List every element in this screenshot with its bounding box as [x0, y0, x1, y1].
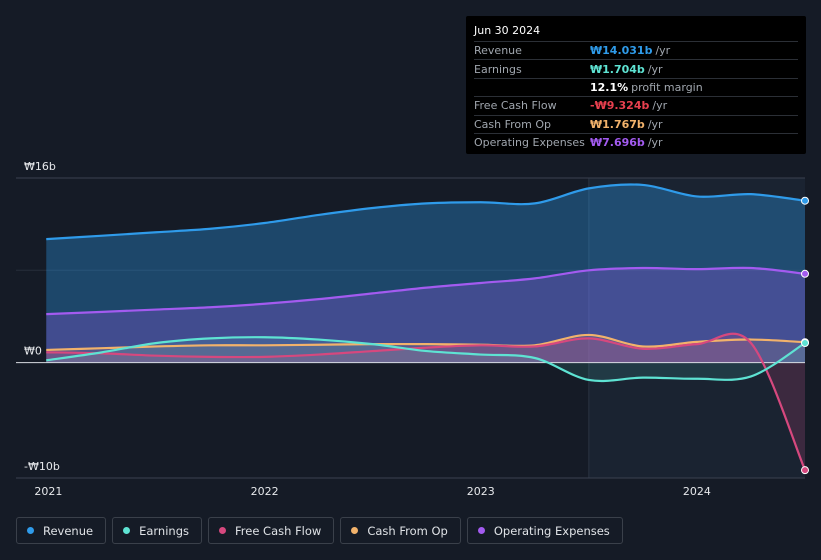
series-line-earnings: [46, 336, 806, 383]
tooltip-unit: /yr: [647, 136, 663, 150]
tooltip-unit: /yr: [647, 117, 663, 131]
series-end-point-earnings: [801, 339, 809, 347]
tooltip-unit: /yr: [647, 62, 663, 76]
tooltip-value: ₩14.031b: [590, 44, 653, 58]
legend-label: Cash From Op: [367, 523, 448, 538]
x-tick-label: 2024: [683, 485, 711, 498]
tooltip-value: ₩1.704b: [590, 62, 645, 76]
tooltip-unit: /yr: [655, 44, 671, 58]
tooltip-unit: /yr: [652, 99, 668, 113]
legend-item-free-cash-flow[interactable]: Free Cash Flow: [208, 517, 335, 544]
chart: ₩16b ₩0 -₩10b 2021 2022 2023 2024: [16, 160, 809, 498]
tooltip-label: Cash From Op: [474, 117, 552, 131]
legend-dot-icon: [219, 527, 226, 534]
legend-item-earnings[interactable]: Earnings: [112, 517, 202, 544]
area-free-cash-flow: [46, 333, 806, 471]
tooltip-row-revenue: Revenue ₩14.031b /yr: [474, 42, 798, 61]
tooltip-row-cash-from-op: Cash From Op ₩1.767b /yr: [474, 116, 798, 134]
y-tick-label: -₩10b: [24, 460, 60, 473]
area-earnings: [46, 337, 806, 381]
tooltip-unit: profit margin: [631, 80, 703, 94]
tooltip-row-free-cash-flow: Free Cash Flow -₩9.324b /yr: [474, 97, 798, 116]
series-line-free-cash-flow: [46, 332, 807, 471]
tooltip-label: Earnings: [474, 62, 522, 76]
tooltip-label: Revenue: [474, 44, 522, 58]
legend-item-operating-expenses[interactable]: Operating Expenses: [466, 517, 623, 544]
tooltip-value: ₩7.696b: [590, 136, 645, 150]
series-end-point-operating-expenses: [801, 269, 809, 278]
legend: Revenue Earnings Free Cash Flow Cash Fro…: [16, 517, 623, 544]
x-tick-label: 2021: [34, 485, 62, 498]
tooltip-row-operating-expenses: Operating Expenses ₩7.696b /yr: [474, 134, 798, 151]
series-end-point-free-cash-flow: [801, 466, 809, 475]
legend-dot-icon: [123, 527, 131, 534]
area-operating-expenses: [46, 267, 806, 363]
y-tick-label: ₩0: [24, 345, 42, 358]
series-line-revenue: [46, 183, 806, 241]
legend-item-revenue[interactable]: Revenue: [16, 517, 107, 544]
series-line-operating-expenses: [46, 266, 806, 316]
series-line-cash-from-op: [46, 333, 806, 352]
tooltip-value: 12.1%: [590, 80, 629, 94]
tooltip-value: -₩9.324b: [590, 99, 650, 113]
tooltip-panel: Jun 30 2024 Revenue ₩14.031b /yr Earning…: [466, 16, 806, 154]
tooltip-date: Jun 30 2024: [474, 22, 798, 42]
series-end-point-revenue: [801, 196, 809, 205]
legend-dot-icon: [27, 527, 34, 534]
y-tick-label: ₩16b: [24, 160, 56, 173]
tooltip-row-profit-margin: 12.1% profit margin: [474, 79, 798, 98]
legend-label: Earnings: [139, 523, 189, 538]
legend-label: Free Cash Flow: [235, 523, 322, 538]
x-tick-label: 2023: [467, 485, 495, 498]
legend-dot-icon: [477, 527, 485, 534]
legend-item-cash-from-op[interactable]: Cash From Op: [340, 517, 461, 544]
legend-dot-icon: [351, 527, 359, 534]
area-revenue: [46, 184, 806, 363]
tooltip-label: Free Cash Flow: [474, 99, 557, 113]
tooltip-label: Operating Expenses: [474, 136, 585, 150]
tooltip-value: ₩1.767b: [590, 117, 645, 131]
legend-label: Operating Expenses: [493, 523, 610, 538]
recent-period-shade: [588, 178, 805, 478]
tooltip-row-earnings: Earnings ₩1.704b /yr: [474, 60, 798, 79]
x-tick-label: 2022: [251, 485, 279, 498]
legend-label: Revenue: [43, 523, 94, 538]
